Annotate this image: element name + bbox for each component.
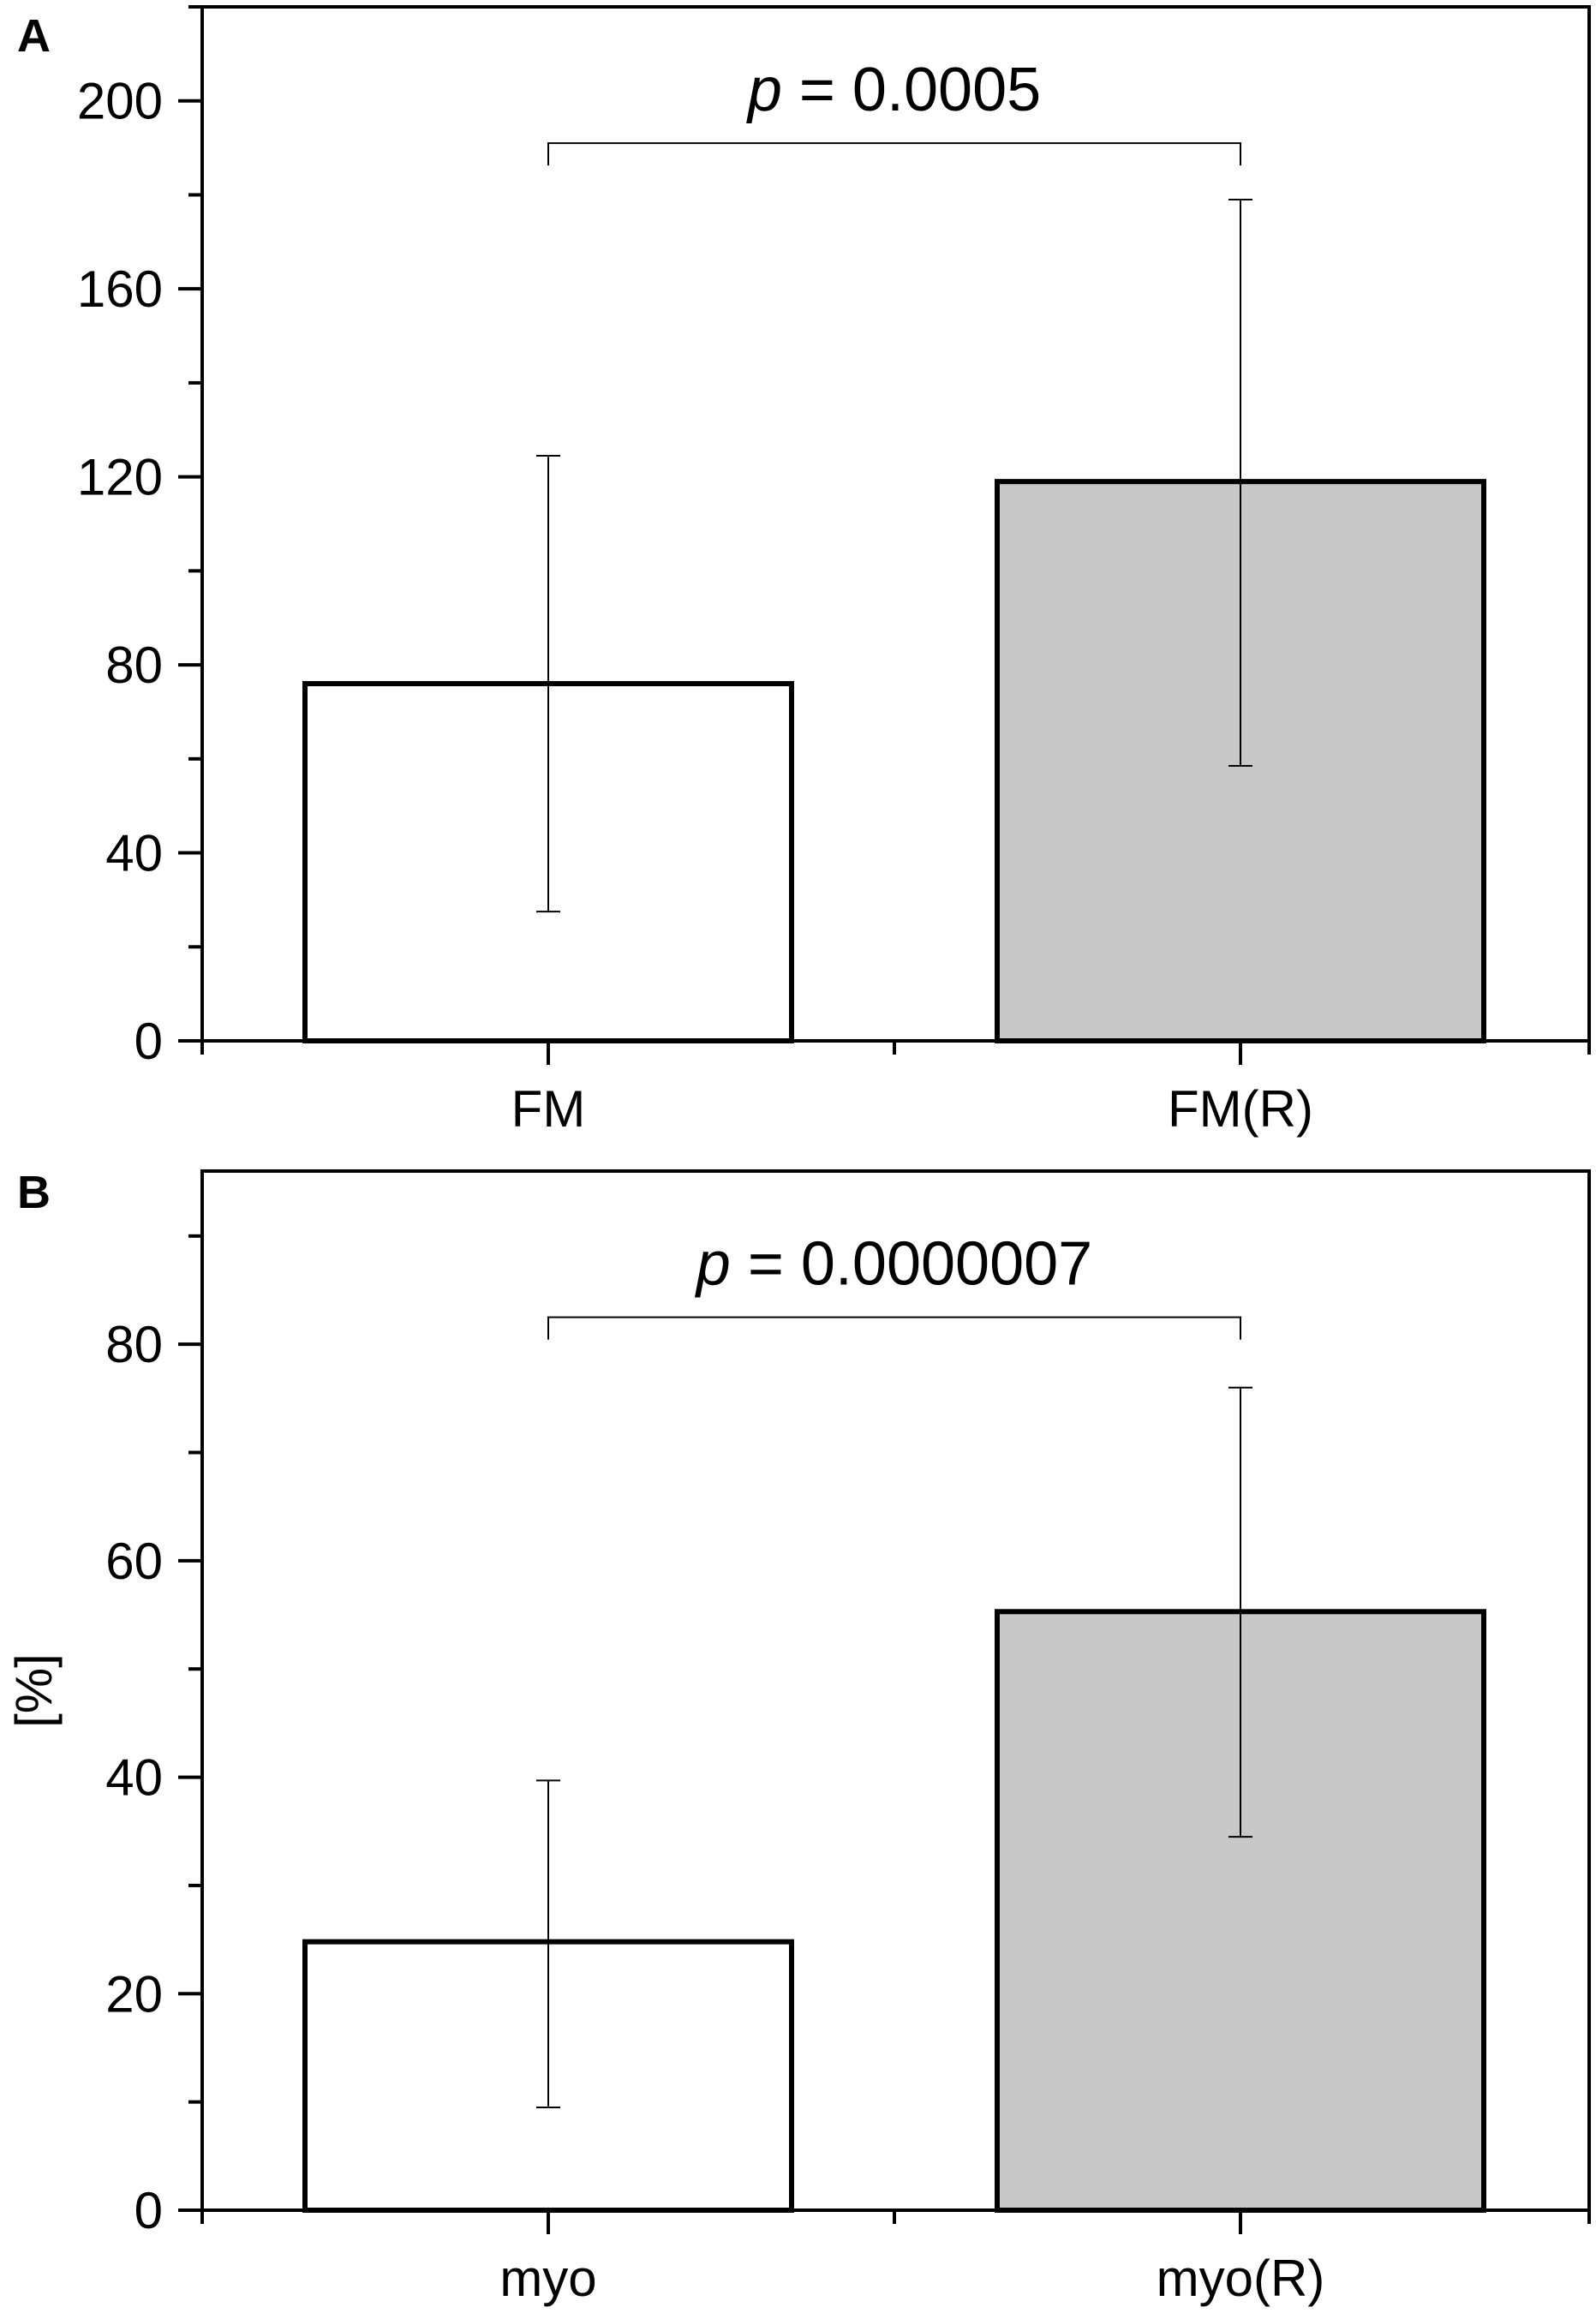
y-tick-label: 200	[77, 73, 163, 130]
error-bar	[536, 454, 560, 913]
x-tick-label: myo(R)	[1157, 2250, 1325, 2307]
x-tick-label: FM(R)	[1168, 1080, 1313, 1138]
significance-bracket	[547, 142, 1241, 166]
p-value-annotation: p = 0.0000007	[695, 1230, 1092, 1299]
y-tick-label: 120	[77, 449, 163, 506]
panel-label: A	[17, 10, 51, 62]
panel-label: B	[17, 1167, 51, 1218]
y-tick-label: 80	[105, 1316, 163, 1373]
error-bar	[536, 1779, 560, 2108]
y-tick-label: 60	[105, 1533, 163, 1590]
error-bar	[1228, 1386, 1252, 1838]
significance-bracket	[547, 1316, 1241, 1340]
p-value-annotation: p = 0.0005	[746, 56, 1041, 124]
y-tick-label: 40	[105, 825, 163, 882]
y-tick-label: 40	[105, 1749, 163, 1807]
y-tick-label: 20	[105, 1965, 163, 2023]
y-tick-label: 0	[134, 1013, 163, 1070]
chart-panel-a: A 0 40 80 120 160 200 FM FM(R) p = 0.0005	[17, 5, 1591, 1138]
y-tick-label: 80	[105, 637, 163, 694]
y-axis-label: [%]	[5, 1653, 63, 1728]
error-bar	[1228, 198, 1252, 768]
chart-panel-b: B [%] 0 20 40 60 80 myo myo(R) p = 0.0000007	[5, 1167, 1591, 2307]
x-tick-label: myo	[499, 2250, 596, 2307]
x-tick-label: FM	[511, 1080, 586, 1138]
y-tick-label: 0	[134, 2182, 163, 2239]
y-tick-label: 160	[77, 260, 163, 318]
